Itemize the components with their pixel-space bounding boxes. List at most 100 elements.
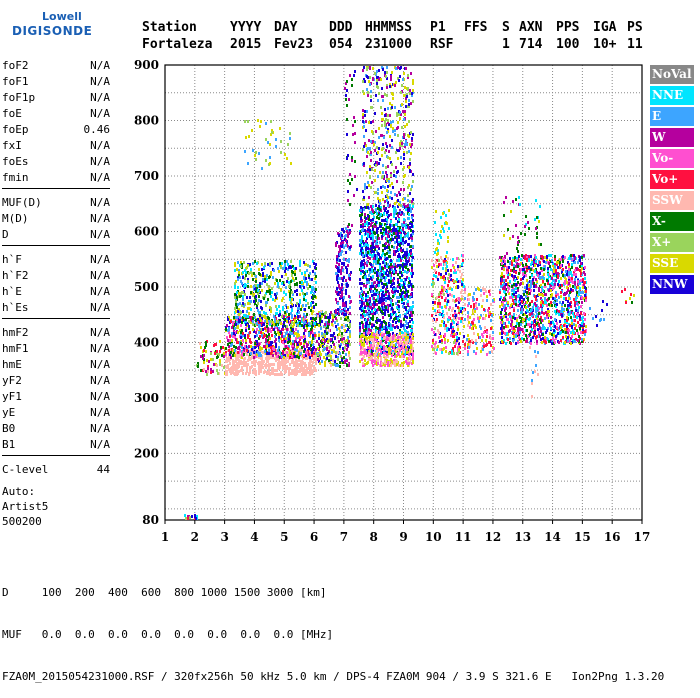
echo-point [205,370,207,373]
echo-point [367,354,369,357]
echo-points [184,66,635,520]
echo-point [346,364,348,367]
echo-point [304,340,306,343]
echo-point [347,179,349,182]
echo-point [231,326,233,329]
echo-point [403,318,405,321]
echo-point [396,194,398,197]
echo-point [363,125,365,128]
echo-point [301,272,303,275]
echo-point [389,327,391,330]
echo-point [248,312,250,315]
echo-point [205,341,207,344]
echo-point [278,373,280,376]
echo-point [368,80,370,83]
echo-point [381,154,383,157]
echo-point [296,349,298,352]
echo-point [403,361,405,364]
echo-point [400,295,402,298]
echo-point [384,361,386,364]
echo-point [389,251,391,254]
echo-point [349,335,351,338]
echo-point [232,335,234,338]
echo-point [383,337,385,340]
echo-point [399,332,401,335]
echo-point [299,269,301,272]
echo-point [410,341,412,344]
echo-point [307,302,309,305]
echo-point [411,275,413,278]
echo-point [362,263,364,266]
echo-point [349,231,351,234]
echo-point [380,279,382,282]
echo-point [270,310,272,313]
echo-point [334,360,336,363]
echo-point [299,285,301,288]
echo-point [286,310,288,313]
echo-point [390,358,392,361]
echo-point [321,360,323,363]
echo-point [249,368,251,371]
echo-point [261,364,263,367]
echo-point [360,272,362,275]
echo-point [406,271,408,274]
echo-point [283,315,285,318]
echo-point [404,86,406,89]
echo-point [409,222,411,225]
echo-point [378,237,380,240]
echo-point [391,290,393,293]
echo-point [397,341,399,344]
echo-point [395,217,397,220]
echo-point [389,85,391,88]
echo-point [411,325,413,328]
echo-point [280,288,282,291]
echo-point [399,276,401,279]
echo-point [335,265,337,268]
echo-point [370,263,372,266]
echo-point [384,247,386,250]
echo-point [390,191,392,194]
echo-point [279,310,281,313]
echo-point [247,302,249,305]
echo-point [219,363,221,366]
echo-point [377,319,379,322]
echo-point [403,213,405,216]
echo-point [329,346,331,349]
echo-point [249,338,251,341]
echo-point [240,292,242,295]
echo-point [438,299,440,302]
echo-point [411,216,413,219]
echo-point [250,341,252,344]
echo-point [370,95,372,98]
echo-point [235,369,237,372]
echo-point [335,311,337,314]
echo-point [366,342,368,345]
echo-point [408,120,410,123]
echo-point [370,186,372,189]
echo-point [389,196,391,199]
echo-point [320,327,322,330]
echo-point [383,320,385,323]
echo-point [404,251,406,254]
echo-point [364,306,366,309]
echo-point [393,170,395,173]
echo-point [315,348,317,351]
echo-point [207,370,209,373]
echo-point [385,327,387,330]
echo-point [291,361,293,364]
echo-point [325,316,327,319]
echo-point [379,171,381,174]
echo-point [334,321,336,324]
echo-point [272,354,274,357]
echo-point [362,80,364,83]
echo-point [392,352,394,355]
echo-point [347,328,349,331]
echo-point [377,252,379,255]
echo-point [304,335,306,338]
echo-point [223,352,225,355]
echo-point [403,188,405,191]
echo-point [387,114,389,117]
echo-point [363,355,365,358]
echo-point [262,328,264,331]
echo-point [382,316,384,319]
